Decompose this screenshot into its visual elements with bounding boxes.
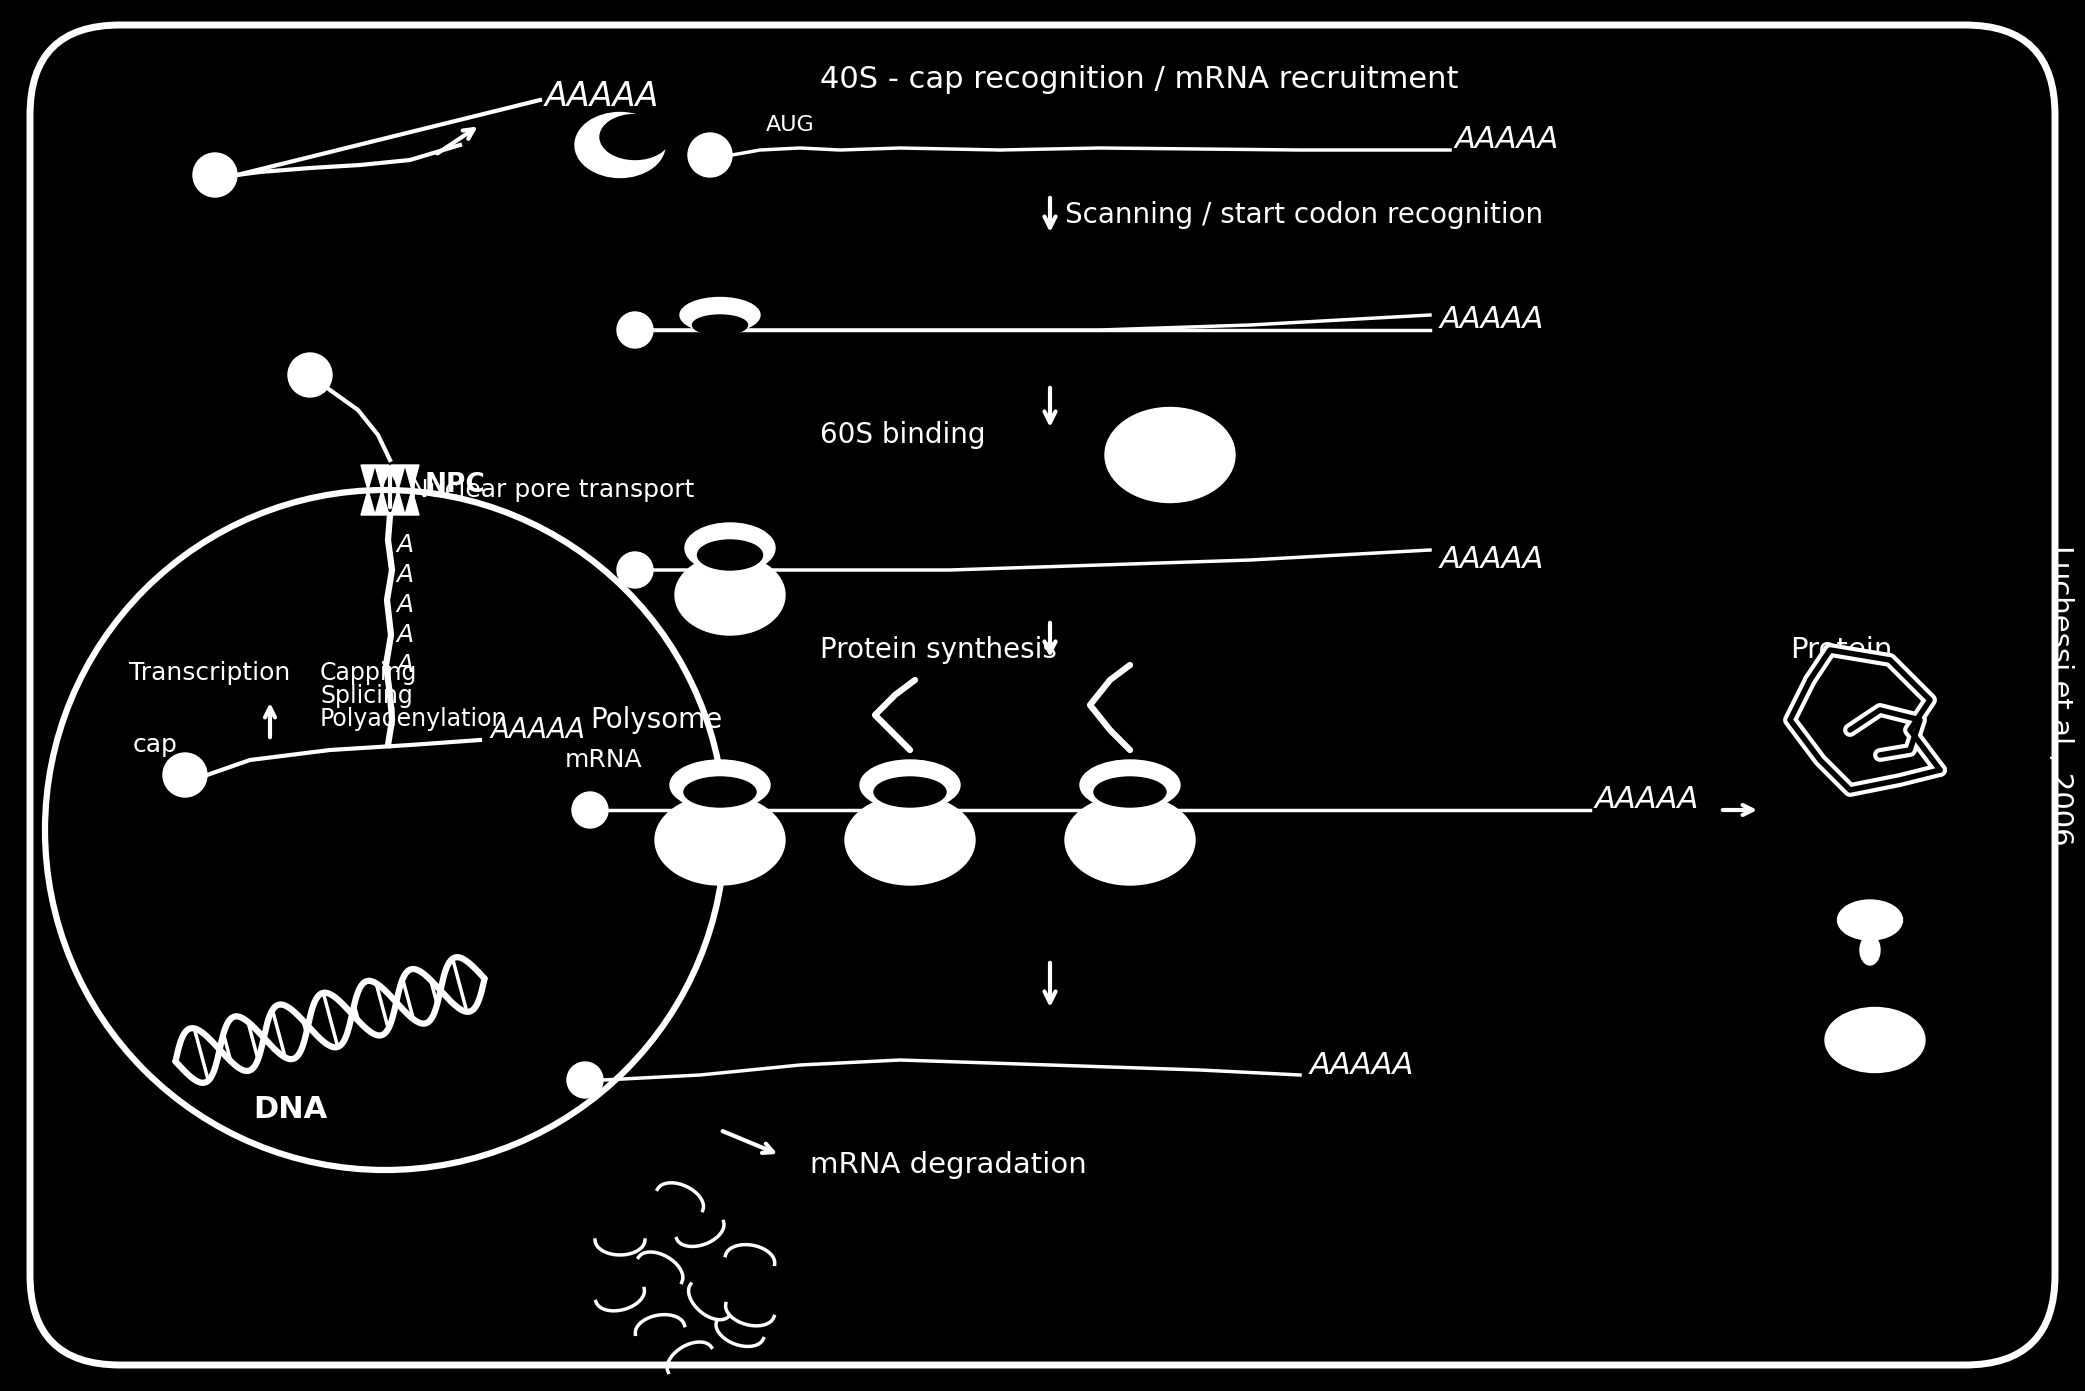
Text: A: A bbox=[396, 652, 413, 677]
Text: Splicing: Splicing bbox=[319, 684, 413, 708]
Polygon shape bbox=[404, 465, 419, 490]
Ellipse shape bbox=[669, 759, 769, 810]
Text: AAAAA: AAAAA bbox=[490, 716, 586, 744]
Text: 40S - cap recognition / mRNA recruitment: 40S - cap recognition / mRNA recruitment bbox=[819, 65, 1460, 95]
Polygon shape bbox=[361, 490, 375, 515]
Ellipse shape bbox=[1824, 1007, 1924, 1072]
Text: A: A bbox=[396, 563, 413, 587]
Ellipse shape bbox=[684, 778, 757, 807]
Ellipse shape bbox=[655, 796, 784, 885]
Text: Capping: Capping bbox=[319, 661, 417, 684]
Text: cap: cap bbox=[133, 733, 177, 757]
Text: NPC: NPC bbox=[425, 472, 486, 498]
Text: AAAAA: AAAAA bbox=[1309, 1050, 1414, 1079]
Ellipse shape bbox=[680, 298, 761, 332]
Text: AUG: AUG bbox=[765, 115, 815, 135]
Ellipse shape bbox=[1105, 408, 1234, 502]
Text: A: A bbox=[396, 533, 413, 556]
Circle shape bbox=[567, 1061, 603, 1097]
Text: mRNA degradation: mRNA degradation bbox=[809, 1150, 1086, 1180]
Ellipse shape bbox=[1080, 759, 1180, 810]
Text: AAAAA: AAAAA bbox=[544, 81, 659, 114]
Text: Protein: Protein bbox=[1791, 636, 1893, 664]
Circle shape bbox=[46, 490, 726, 1170]
Ellipse shape bbox=[874, 778, 947, 807]
Circle shape bbox=[163, 753, 206, 797]
Text: AAAAA: AAAAA bbox=[1441, 306, 1545, 334]
Text: Polysome: Polysome bbox=[590, 707, 721, 734]
Text: AAAAA: AAAAA bbox=[1455, 125, 1560, 154]
Ellipse shape bbox=[859, 759, 959, 810]
Ellipse shape bbox=[698, 540, 763, 570]
Ellipse shape bbox=[1095, 778, 1166, 807]
Text: Transcription: Transcription bbox=[129, 661, 290, 684]
Ellipse shape bbox=[1837, 900, 1902, 940]
Text: 60S binding: 60S binding bbox=[819, 421, 986, 449]
Ellipse shape bbox=[686, 523, 776, 573]
FancyBboxPatch shape bbox=[29, 25, 2056, 1365]
Text: Scanning / start codon recognition: Scanning / start codon recognition bbox=[1065, 202, 1543, 230]
Polygon shape bbox=[392, 465, 404, 490]
Text: AAAAA: AAAAA bbox=[1441, 545, 1545, 574]
Text: A: A bbox=[396, 623, 413, 647]
Ellipse shape bbox=[1065, 796, 1195, 885]
Circle shape bbox=[194, 153, 238, 198]
Text: Protein synthesis: Protein synthesis bbox=[819, 636, 1057, 664]
Polygon shape bbox=[392, 490, 404, 515]
Ellipse shape bbox=[676, 555, 784, 636]
Circle shape bbox=[617, 552, 653, 588]
Circle shape bbox=[571, 791, 609, 828]
Ellipse shape bbox=[600, 114, 669, 160]
Text: Nuclear pore transport: Nuclear pore transport bbox=[411, 479, 694, 502]
Circle shape bbox=[688, 134, 732, 177]
Text: A: A bbox=[396, 593, 413, 618]
Ellipse shape bbox=[1860, 935, 1881, 965]
Text: Polyadenylation: Polyadenylation bbox=[319, 707, 507, 732]
Ellipse shape bbox=[844, 796, 976, 885]
Text: AAAAA: AAAAA bbox=[1595, 786, 1699, 815]
Ellipse shape bbox=[692, 314, 749, 335]
Circle shape bbox=[617, 312, 653, 348]
Polygon shape bbox=[361, 465, 375, 490]
Text: DNA: DNA bbox=[252, 1096, 327, 1124]
Circle shape bbox=[288, 353, 332, 396]
Polygon shape bbox=[375, 465, 390, 490]
Text: Luchessi et al., 2006: Luchessi et al., 2006 bbox=[2045, 545, 2075, 846]
Polygon shape bbox=[375, 490, 390, 515]
Polygon shape bbox=[404, 490, 419, 515]
Text: mRNA: mRNA bbox=[565, 748, 642, 772]
Ellipse shape bbox=[575, 113, 665, 178]
